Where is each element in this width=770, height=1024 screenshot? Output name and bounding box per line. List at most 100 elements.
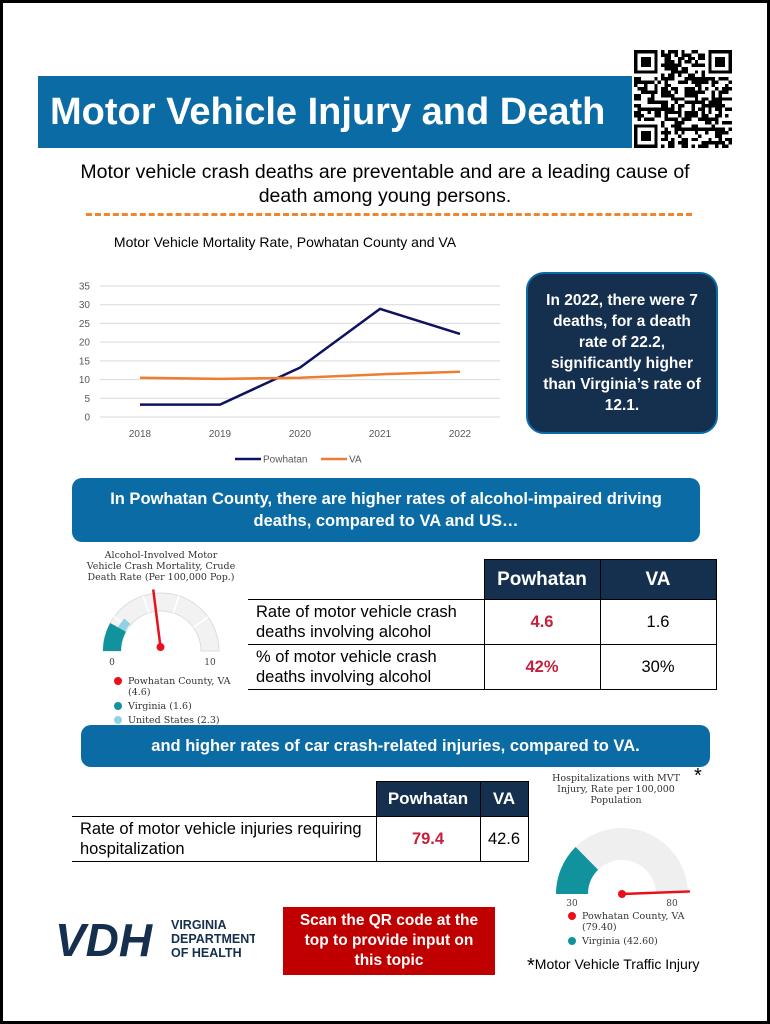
vdh-line3: OF HEALTH <box>171 946 242 960</box>
gauge-legend: Powhatan County, VA (4.6) Virginia (1.6) U… <box>86 676 236 726</box>
y-tick-label: 25 <box>79 319 91 330</box>
legend-dot <box>114 677 122 685</box>
legend-label: VA <box>349 455 362 466</box>
legend-value: (4.6) <box>128 687 151 698</box>
series-line-va <box>139 370 461 381</box>
legend-item: Virginia (42.60) <box>568 936 700 947</box>
powhatan-value: 4.6 <box>483 599 601 645</box>
gauge-tick <box>192 616 209 629</box>
powhatan-value: 79.4 <box>375 816 481 862</box>
callout-text: In 2022, there were 7 deaths, for a deat… <box>543 292 701 414</box>
qr-finder-core <box>640 56 651 67</box>
legend-label: Powhatan <box>263 455 307 466</box>
col-header-va: VA <box>479 781 529 817</box>
gauge-min-label: 30 <box>566 899 578 906</box>
y-tick-label: 15 <box>79 356 91 367</box>
legend-label: United States (2.3) <box>128 715 220 726</box>
legend-name: Virginia <box>128 701 167 712</box>
qr-code-icon[interactable] <box>634 50 732 148</box>
legend-label: Powhatan County, VA (79.40) <box>582 911 700 933</box>
injury-band: and higher rates of car crash-related in… <box>81 725 710 767</box>
legend-dot <box>114 702 122 710</box>
line-chart-svg: 0 5 10 15 20 25 30 35 2018 2019 2020 2021 2022 Powhat… <box>79 282 500 466</box>
table-corner <box>72 781 376 817</box>
table-row: % of motor vehicle crash deaths involvin… <box>248 644 717 690</box>
legend-item: Powhatan County, VA (4.6) <box>114 676 236 698</box>
footnote: *Motor Vehicle Traffic Injury <box>527 955 700 978</box>
gauge-max-label: 80 <box>666 899 678 906</box>
gauge-min-label: 0 <box>109 658 115 668</box>
gauge-title-star: * <box>694 765 702 787</box>
gauge-needle <box>151 589 162 648</box>
gauge-tick <box>142 595 150 614</box>
va-value: 1.6 <box>599 599 717 645</box>
legend-label: Virginia (1.6) <box>128 701 192 712</box>
vdh-line1: VIRGINIA <box>171 918 227 932</box>
page-title: Motor Vehicle Injury and Death <box>50 90 606 133</box>
y-tick-label: 30 <box>79 300 91 311</box>
x-tick-label: 2019 <box>209 429 232 440</box>
intro-text: Motor vehicle crash deaths are preventab… <box>80 161 690 207</box>
vdh-mark: VDH <box>55 914 153 964</box>
col-header-powhatan: Powhatan <box>375 781 481 817</box>
gauge-max-label: 10 <box>204 658 216 668</box>
col-header-powhatan: Powhatan <box>483 559 601 600</box>
legend-label: Powhatan County, VA (4.6) <box>128 676 236 698</box>
vdh-logo: VDH VIRGINIA DEPARTMENT OF HEALTH <box>55 914 255 964</box>
hospitalization-gauge: Hospitalizations with MVT Injury, Rate p… <box>540 773 700 950</box>
footnote-text: Motor Vehicle Traffic Injury <box>534 956 700 972</box>
x-tick-label: 2018 <box>129 429 152 440</box>
legend-name: Powhatan County, VA <box>128 676 231 687</box>
series-line-powhatan <box>140 307 461 406</box>
gauge-needle <box>621 890 690 896</box>
title-banner: Motor Vehicle Injury and Death <box>38 76 632 148</box>
qr-cta-box: Scan the QR code at the top to provide i… <box>283 907 495 975</box>
footnote-star: * <box>527 955 535 977</box>
table-row: Rate of motor vehicle injuries requiring… <box>72 816 529 862</box>
legend-name: Powhatan County, VA <box>582 911 685 922</box>
gauge-title: Hospitalizations with MVT Injury, Rate p… <box>552 773 680 806</box>
y-tick-label: 20 <box>79 338 91 349</box>
legend-name: Virginia <box>582 936 621 947</box>
gauge-band-virginia <box>556 847 599 894</box>
qr-modules <box>634 50 732 148</box>
gauge-legend: Powhatan County, VA (79.40) Virginia (42.… <box>540 911 700 947</box>
row-label: Rate of motor vehicle injuries requiring… <box>72 816 377 862</box>
table-corner <box>248 559 484 600</box>
row-label: Rate of motor vehicle crash deaths invol… <box>248 599 485 645</box>
vdh-line2: DEPARTMENT <box>171 932 255 946</box>
legend-label: Virginia (42.60) <box>582 936 658 947</box>
legend-dot <box>568 937 576 945</box>
y-tick-label: 10 <box>79 375 91 386</box>
legend-value: (1.6) <box>169 701 192 712</box>
y-tick-label: 35 <box>79 282 91 293</box>
gauge-needle-hub <box>156 643 165 652</box>
gauge-tick <box>172 595 180 614</box>
legend-value: (42.60) <box>623 936 658 947</box>
gauge-band-virginia <box>103 623 126 651</box>
y-tick-label: 5 <box>84 394 90 405</box>
mortality-line-chart: Motor Vehicle Mortality Rate, Powhatan C… <box>60 228 510 473</box>
gauge-title: Alcohol-Involved Motor Vehicle Crash Mor… <box>86 550 236 583</box>
row-label: % of motor vehicle crash deaths involvin… <box>248 644 485 690</box>
hospitalization-gauge-svg: 30 80 <box>556 828 690 909</box>
qr-finder-core <box>640 131 651 142</box>
va-value: 42.6 <box>479 816 529 862</box>
alcohol-gauge: Alcohol-Involved Motor Vehicle Crash Mor… <box>86 550 236 729</box>
legend-dot <box>568 912 576 920</box>
legend-item: United States (2.3) <box>114 715 236 726</box>
powhatan-value: 42% <box>483 644 601 690</box>
legend-value: (79.40) <box>582 922 617 933</box>
table-row: Rate of motor vehicle crash deaths invol… <box>248 599 717 645</box>
legend-item: Powhatan County, VA (79.40) <box>568 911 700 933</box>
legend-item: Virginia (1.6) <box>114 701 236 712</box>
gauge-track <box>102 592 220 652</box>
x-tick-label: 2021 <box>369 429 392 440</box>
legend-value: (2.3) <box>197 715 220 726</box>
gauge-band-us-ext <box>118 618 131 632</box>
legend-name: United States <box>128 715 195 726</box>
gauge-needle-hub <box>618 890 626 898</box>
x-tick-label: 2020 <box>289 429 312 440</box>
alcohol-band: In Powhatan County, there are higher rat… <box>72 478 700 542</box>
x-tick-label: 2022 <box>449 429 472 440</box>
